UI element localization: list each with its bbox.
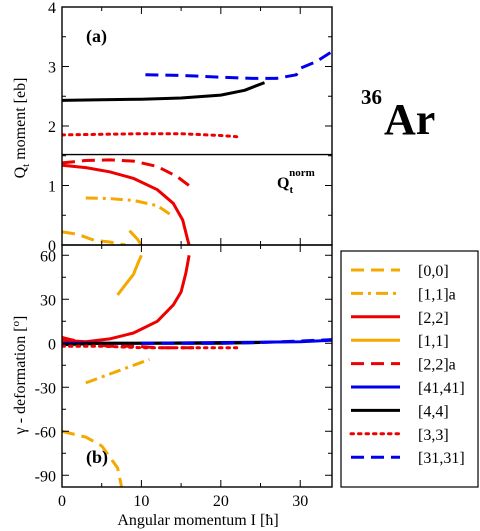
legend-label: [0,0] xyxy=(418,263,449,280)
legend-label: [41,41] xyxy=(418,380,465,397)
panel-a-series-2-2-a xyxy=(62,158,194,190)
panel-a-ytick-label: 4 xyxy=(48,0,56,17)
panel-a-series-31-31 xyxy=(145,50,332,80)
legend-frame xyxy=(340,250,479,488)
panel-b-ytick-label: 30 xyxy=(40,292,56,309)
panel-a-series-2-2 xyxy=(62,163,191,245)
legend-label: [2,2]a xyxy=(418,357,456,374)
panel-b-series-3-3 xyxy=(62,344,239,350)
legend-label: [4,4] xyxy=(418,403,449,420)
legend: [0,0] [1,1]a [2,2] [1,1] [2,2]a [41,41] [4,4] [… xyxy=(340,250,479,488)
panel-b-xtick-label: 0 xyxy=(58,493,66,510)
panel-a-series-0-0 xyxy=(62,230,126,245)
nucleus-mass-number: 36 xyxy=(361,85,382,109)
panel-b-xlabel: Angular momentum I [ħ] xyxy=(117,512,278,529)
panel-b-ytick-label: -60 xyxy=(35,424,56,441)
panel-b-ylabel: γ - deformation [o] xyxy=(10,316,29,436)
panel-b-ytick-label: -90 xyxy=(35,468,56,485)
panel-b-series-0-0 xyxy=(62,429,124,487)
panel-a-series-group xyxy=(62,50,332,245)
legend-label: [2,2] xyxy=(418,310,449,327)
legend-label: [3,3] xyxy=(418,427,449,444)
panel-a-ytick-label: 3 xyxy=(48,60,56,77)
panel-b-xtick-label: 10 xyxy=(133,493,149,510)
panel-b-ytick-label: 0 xyxy=(48,336,56,353)
panel-a-ylabel: Qt moment [eb] xyxy=(12,78,32,179)
legend-label: [1,1] xyxy=(418,333,449,350)
panel-b-xtick-label: 20 xyxy=(213,493,229,510)
panel-a-series-1-1 xyxy=(128,229,143,245)
panel-b-xtick-label: 30 xyxy=(292,493,308,510)
panel-a: 0 1 2 3 4 (a) xyxy=(48,0,333,255)
panel-b-frame xyxy=(61,244,333,488)
reference-label: Qtnorm xyxy=(277,167,315,196)
panel-b-series-group xyxy=(62,254,332,487)
panel-a-ytick-label: 1 xyxy=(48,179,56,196)
panel-b-series-31-31 xyxy=(141,338,332,345)
panel-a-label: (a) xyxy=(86,26,107,47)
panel-b: -90 -60 -30 0 30 60 0 10 20 30 (b) xyxy=(35,244,333,510)
panel-b-series-2-2 xyxy=(62,255,191,344)
panel-a-series-4-4 xyxy=(62,81,266,102)
panel-a-ytick-label: 0 xyxy=(48,238,56,255)
panel-b-ytick-label: 60 xyxy=(40,248,56,265)
panel-b-series-1-1 xyxy=(116,254,143,296)
panel-a-series-1-1-a xyxy=(85,196,173,217)
panel-b-ytick-label: -30 xyxy=(35,380,56,397)
legend-label: [31,31] xyxy=(418,450,465,467)
panel-b-label: (b) xyxy=(86,447,108,468)
panel-a-ytick-label: 2 xyxy=(48,119,56,136)
legend-label: [1,1]a xyxy=(418,286,456,303)
nucleus-symbol: Ar xyxy=(384,95,435,144)
panel-b-series-1-1-a xyxy=(85,357,150,385)
panel-a-series-3-3 xyxy=(62,132,239,139)
